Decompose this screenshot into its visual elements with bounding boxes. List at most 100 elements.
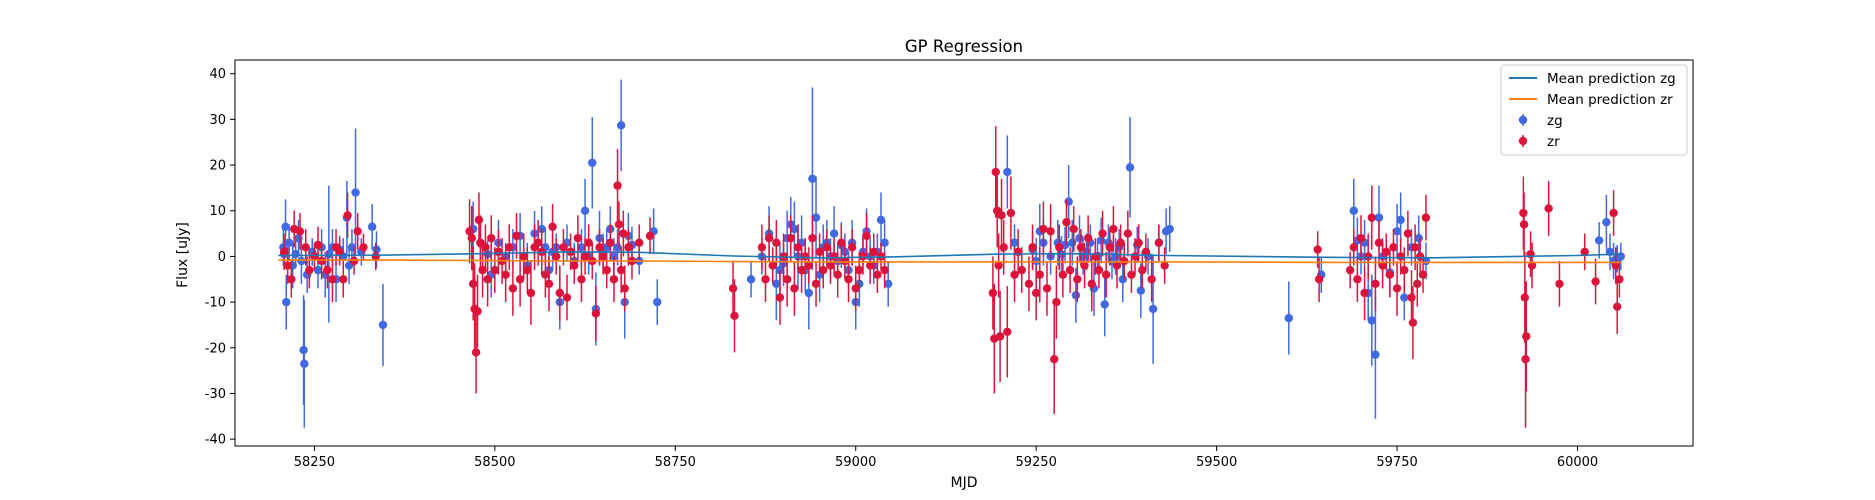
point-zr-143	[1087, 279, 1096, 289]
point-zr-10	[323, 265, 332, 275]
point-zr-15	[343, 211, 352, 220]
point-zr-134	[1055, 243, 1064, 252]
point-zr-29	[481, 243, 490, 252]
point-zr-6	[305, 265, 314, 275]
point-zr-64	[606, 238, 615, 247]
point-zr-142	[1083, 233, 1093, 243]
point-zg-2	[281, 222, 290, 231]
point-zr-127	[1031, 288, 1041, 298]
point-zr-179	[1400, 265, 1409, 275]
point-zg-136	[1349, 206, 1358, 215]
point-zr-52	[562, 293, 572, 302]
point-zr-151	[1116, 238, 1125, 247]
point-zg-10	[300, 359, 309, 368]
mean-prediction-line-0	[278, 251, 1621, 259]
point-zr-166	[1353, 275, 1362, 284]
point-zr-104	[855, 265, 864, 275]
point-zg-120	[1100, 300, 1109, 309]
point-zr-141	[1080, 261, 1089, 270]
point-zg-26	[367, 222, 377, 231]
y-axis-ticks: -40 -30 -20 -10 0 10 20 30 40	[205, 67, 235, 448]
point-zr-149	[1109, 224, 1118, 234]
point-zr-111	[880, 265, 889, 275]
point-zg-146	[1392, 227, 1402, 236]
point-zr-163	[1314, 275, 1324, 284]
point-zr-42	[526, 288, 536, 298]
point-zr-77	[757, 243, 767, 252]
point-zr-41	[523, 265, 532, 275]
point-zr-47	[544, 279, 554, 289]
point-zr-8	[313, 240, 323, 250]
point-zg-50	[588, 158, 597, 167]
x-tick-label-4: 59250	[1015, 455, 1056, 470]
legend-label-3: zr	[1547, 134, 1560, 150]
y-tick-label-0: -40	[205, 433, 226, 448]
point-zr-167	[1356, 233, 1366, 243]
point-zg-111	[1068, 238, 1077, 247]
point-zr-170	[1367, 213, 1377, 222]
point-zr-0	[279, 247, 289, 257]
point-zg-143	[1374, 213, 1384, 222]
point-zr-140	[1076, 243, 1086, 252]
plot-frame	[234, 59, 1694, 447]
point-zr-7	[310, 252, 319, 261]
point-zr-99	[837, 238, 846, 247]
point-zr-136	[1062, 217, 1071, 227]
point-zg-141	[1367, 316, 1377, 325]
point-zg-134	[1284, 313, 1294, 323]
point-zr-198	[1591, 277, 1600, 286]
point-zr-87	[793, 243, 803, 252]
point-zr-197	[1580, 247, 1589, 257]
x-tick-label-7: 60000	[1557, 455, 1598, 470]
point-zr-106	[862, 231, 871, 241]
point-zr-40	[519, 252, 528, 261]
point-zg-68	[772, 279, 781, 289]
chart-title: GP Regression	[905, 37, 1023, 56]
point-zr-81	[772, 238, 781, 247]
legend-swatch-3	[1518, 136, 1528, 146]
point-zr-18	[359, 243, 368, 252]
point-zr-80	[768, 261, 777, 270]
point-zg-58	[616, 121, 626, 130]
legend-label-0: Mean prediction zg	[1547, 71, 1676, 87]
point-zr-61	[595, 243, 604, 252]
point-zg-28	[378, 320, 388, 330]
point-zg-64	[653, 297, 662, 307]
point-zg-133	[1165, 224, 1174, 234]
y-tick-label-5: 10	[209, 204, 226, 219]
point-zr-68	[616, 265, 626, 275]
point-zr-183	[1410, 243, 1420, 252]
point-zr-13	[335, 247, 344, 257]
point-zr-137	[1065, 265, 1075, 275]
x-tick-label-0: 58250	[294, 455, 335, 470]
point-zr-145	[1094, 265, 1104, 275]
point-zr-66	[613, 181, 622, 190]
point-zr-67	[614, 220, 624, 229]
y-tick-label-3: -10	[205, 296, 226, 311]
point-zr-165	[1349, 243, 1358, 252]
point-zr-79	[764, 233, 774, 243]
point-zg-128	[1136, 286, 1146, 295]
point-zr-44	[533, 238, 543, 247]
point-zr-103	[851, 284, 860, 293]
point-zr-25	[473, 307, 482, 316]
point-zr-114	[991, 167, 1000, 177]
point-zr-84	[782, 275, 792, 284]
point-zg-110	[1064, 197, 1073, 206]
point-zr-78	[761, 275, 770, 284]
point-zr-122	[1010, 270, 1019, 279]
point-zr-176	[1389, 243, 1398, 252]
x-axis-ticks: 58250 58500 58750 59000 59250 59500 59750 60000	[294, 446, 1598, 470]
point-zr-54	[570, 261, 579, 270]
point-zr-120	[1003, 327, 1012, 336]
point-zr-195	[1544, 204, 1553, 213]
y-axis-label: Flux [uJy]	[175, 222, 191, 288]
point-zr-82	[775, 293, 785, 302]
point-zr-24	[471, 348, 481, 357]
point-zr-116	[994, 261, 1003, 270]
point-zr-189	[1519, 220, 1529, 229]
point-zr-98	[833, 270, 842, 279]
point-zr-38	[512, 231, 521, 241]
point-zr-159	[1147, 275, 1156, 284]
